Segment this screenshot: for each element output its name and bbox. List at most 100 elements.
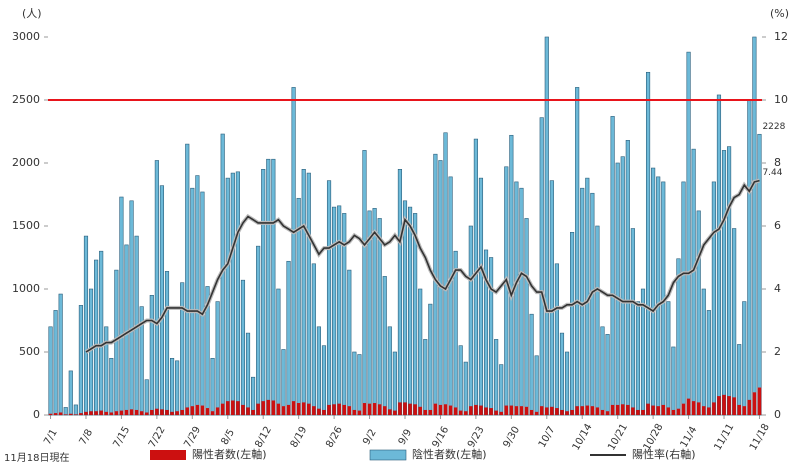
- y2-tick-label: 12: [774, 30, 788, 43]
- bar: [605, 334, 610, 416]
- bar: [291, 87, 296, 416]
- bar: [559, 332, 565, 416]
- bar: [580, 187, 585, 416]
- y2-tick-label: 4: [774, 282, 781, 295]
- bar: [114, 411, 119, 415]
- bar: [195, 404, 200, 415]
- bar: [534, 411, 539, 415]
- bar: [367, 403, 372, 415]
- bar: [433, 153, 438, 416]
- bar: [646, 403, 650, 415]
- bar: [712, 402, 716, 415]
- bar: [190, 187, 195, 416]
- bar: [403, 402, 407, 415]
- bar: [205, 408, 210, 415]
- bar: [240, 279, 246, 416]
- legend-label: 陽性者数(左軸): [192, 447, 267, 461]
- bar: [691, 401, 696, 415]
- x-tick-label: 7/1: [42, 428, 60, 447]
- bar: [185, 143, 190, 416]
- bar: [78, 305, 83, 416]
- bar: [231, 400, 235, 415]
- x-tick-label: 9/2: [361, 428, 379, 447]
- x-tick-label: 11/18: [748, 422, 772, 452]
- bar: [134, 409, 139, 415]
- x-tick-label: 9/9: [397, 428, 415, 447]
- bar: [321, 345, 327, 416]
- y2-axis-label: (%): [770, 7, 789, 20]
- bar: [322, 409, 326, 415]
- bar: [413, 404, 417, 415]
- bar: [721, 150, 727, 416]
- bar: [707, 407, 711, 415]
- bar: [641, 409, 645, 415]
- bar: [757, 133, 762, 416]
- bar: [686, 398, 691, 415]
- bar: [428, 409, 433, 415]
- bar: [256, 403, 260, 415]
- bar: [312, 406, 316, 415]
- line: [85, 179, 760, 353]
- y-tick-label: 0: [33, 408, 40, 421]
- bar: [732, 397, 736, 415]
- bar: [499, 411, 503, 415]
- bar: [281, 349, 286, 416]
- bar: [241, 404, 245, 415]
- bar: [296, 403, 301, 415]
- x-tick-label: 7/22: [147, 425, 168, 450]
- bar: [144, 412, 149, 415]
- bar: [215, 407, 220, 415]
- bar: [53, 413, 58, 415]
- bar: [620, 156, 625, 416]
- bar: [696, 210, 701, 416]
- bar: [220, 403, 225, 415]
- bar: [235, 171, 240, 416]
- bar: [246, 407, 250, 415]
- bar: [554, 263, 559, 416]
- bar: [443, 132, 448, 416]
- bar: [352, 351, 357, 416]
- bar: [651, 405, 655, 415]
- x-tick-label: 11/4: [679, 425, 700, 450]
- bar: [88, 288, 94, 416]
- bar: [479, 405, 483, 415]
- x-tick-label: 8/5: [219, 428, 237, 447]
- bar: [271, 400, 276, 415]
- bar: [73, 404, 78, 416]
- y-axis-label: (人): [22, 7, 42, 20]
- bar: [195, 175, 200, 416]
- bar: [499, 364, 504, 416]
- y2-tick-label: 10: [774, 93, 788, 106]
- bar: [585, 405, 590, 415]
- bar: [109, 412, 114, 415]
- bar: [615, 162, 620, 416]
- bar: [742, 406, 747, 415]
- bar: [180, 409, 184, 415]
- bar: [600, 326, 605, 416]
- bar: [453, 407, 458, 415]
- bar: [514, 181, 519, 416]
- bar: [711, 181, 716, 416]
- bar: [210, 357, 215, 416]
- bar: [230, 172, 235, 416]
- bar: [53, 310, 58, 416]
- bar: [560, 409, 564, 415]
- bar: [722, 394, 726, 415]
- bar: [570, 232, 575, 416]
- bar: [104, 326, 109, 416]
- y-tick-label: 2500: [12, 93, 40, 106]
- bar: [423, 409, 428, 415]
- bar: [104, 411, 109, 415]
- x-tick-label: 10/21: [606, 422, 630, 452]
- bar: [337, 403, 341, 415]
- bar: [251, 409, 255, 415]
- bar: [529, 409, 534, 415]
- bar: [311, 263, 316, 416]
- bar: [63, 414, 68, 415]
- bar: [332, 206, 337, 416]
- bar: [469, 406, 473, 415]
- bar: [388, 409, 392, 415]
- bar: [124, 409, 129, 415]
- bar: [489, 257, 494, 416]
- bar: [316, 326, 321, 416]
